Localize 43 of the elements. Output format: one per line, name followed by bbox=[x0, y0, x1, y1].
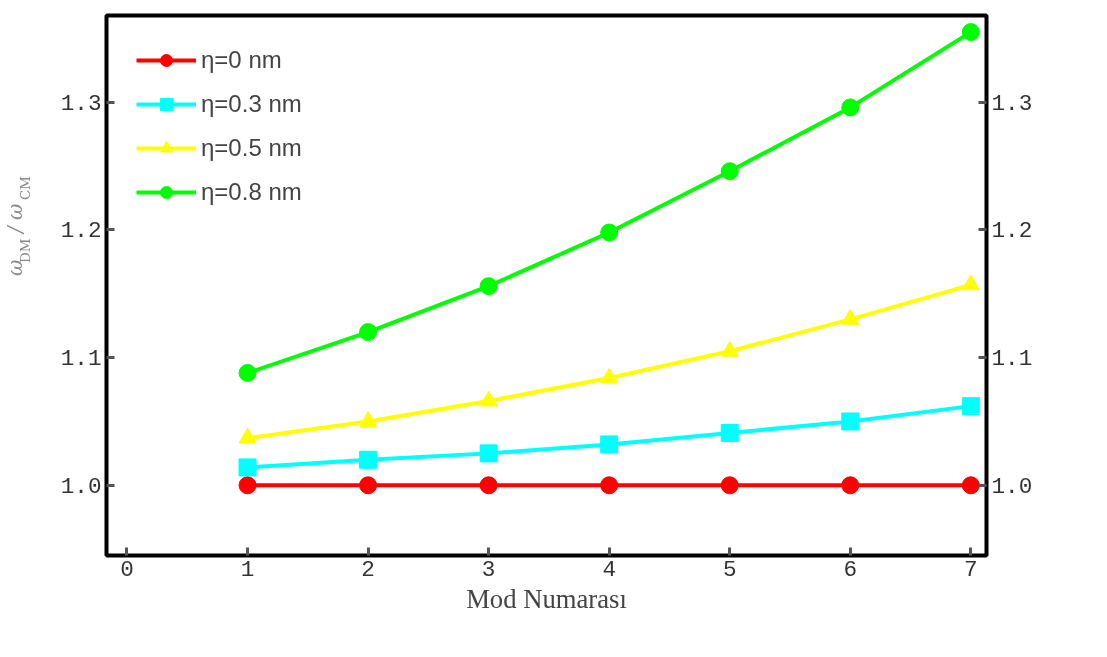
point bbox=[600, 435, 619, 454]
y-axis-title: ωDM / ωCM bbox=[2, 176, 33, 276]
point bbox=[238, 363, 257, 382]
point bbox=[479, 444, 498, 463]
y-tick-label: 1.2 bbox=[60, 218, 102, 245]
x-axis-title: Mod Numarası bbox=[466, 583, 627, 614]
x-tick-label: 6 bbox=[843, 556, 858, 583]
y2-tick-label: 1.0 bbox=[991, 473, 1033, 500]
legend-label: η=0 nm bbox=[201, 46, 282, 74]
x-tick-label: 3 bbox=[481, 556, 496, 583]
point bbox=[359, 323, 378, 342]
point bbox=[238, 476, 257, 495]
y2-tick-label: 1.2 bbox=[991, 218, 1033, 245]
point bbox=[720, 162, 739, 181]
legend-label: η=0.3 nm bbox=[201, 90, 302, 118]
y-tick-label: 1.1 bbox=[60, 346, 102, 373]
point bbox=[841, 412, 860, 431]
point bbox=[359, 450, 378, 469]
point bbox=[238, 458, 257, 477]
x-tick-label: 2 bbox=[361, 556, 375, 583]
legend-label: η=0.8 nm bbox=[201, 178, 302, 206]
point bbox=[479, 476, 498, 495]
x-tick-label: 0 bbox=[120, 556, 134, 583]
point bbox=[841, 476, 860, 495]
point bbox=[359, 476, 378, 495]
point bbox=[479, 277, 498, 296]
point bbox=[720, 476, 739, 495]
y-tick-label: 1.0 bbox=[60, 473, 102, 500]
point bbox=[600, 476, 619, 495]
x-tick-label: 7 bbox=[964, 556, 978, 583]
y2-tick-label: 1.1 bbox=[991, 346, 1033, 373]
y2-tick-label: 1.3 bbox=[991, 90, 1033, 117]
y-tick-label: 1.3 bbox=[60, 90, 102, 117]
point bbox=[961, 476, 980, 495]
point bbox=[961, 23, 980, 42]
point bbox=[600, 223, 619, 242]
x-tick-label: 5 bbox=[722, 556, 737, 583]
point bbox=[961, 397, 980, 416]
point bbox=[720, 423, 739, 442]
x-tick-label: 4 bbox=[602, 556, 616, 583]
legend-label: η=0.5 nm bbox=[201, 134, 302, 162]
x-tick-label: 1 bbox=[240, 556, 255, 583]
point bbox=[841, 98, 860, 117]
